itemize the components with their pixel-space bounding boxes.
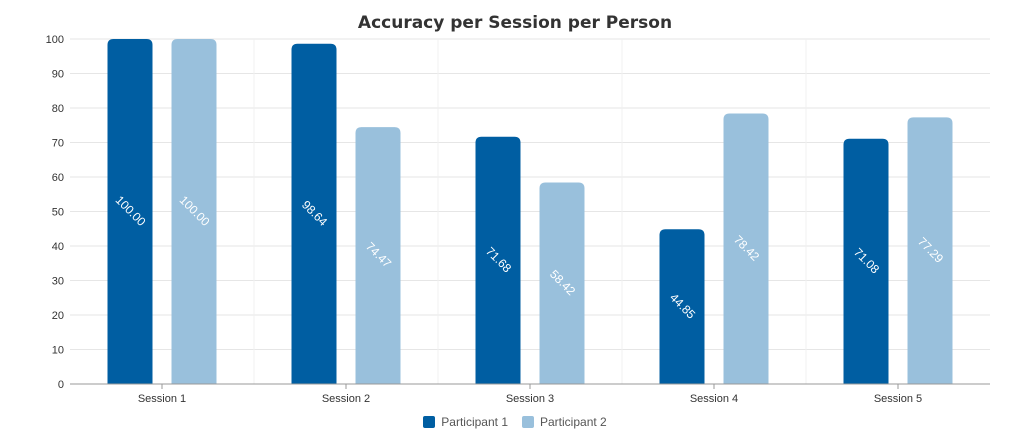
legend-label: Participant 2 [540,415,607,429]
y-tick-label: 90 [52,69,64,81]
y-tick-label: 80 [52,103,64,115]
legend-swatch [423,416,436,428]
y-tick-label: 30 [52,276,64,288]
x-axis-categories: Session 1 Session 2 Session 3 Session 4 Sess… [138,384,922,405]
y-tick-label: 50 [52,207,64,219]
bar-participant-2-session-5 [907,117,953,385]
bar-participant-2-session-3 [539,182,585,384]
legend-swatch [522,416,534,428]
y-axis-ticks: 0 10 20 30 40 50 60 70 80 90 100 [46,34,64,391]
legend-item-participant-1[interactable]: Participant 1 [423,415,508,429]
bar-participant-1-session-1 [107,39,153,384]
y-tick-label: 40 [52,241,64,253]
bar-participant-1-session-5 [843,138,889,384]
bar-participant-1-session-4 [659,229,705,384]
bar-participant-2-session-2 [355,127,401,385]
x-category-label: Session 3 [506,393,554,405]
x-category-label: Session 2 [322,393,370,405]
y-tick-label: 100 [46,34,64,46]
bars: 100.00 98.6471.6844.8571.08100.0074.4758.… [107,39,953,385]
y-tick-label: 0 [58,379,64,391]
y-tick-label: 10 [52,345,64,357]
legend: Participant 1 Participant 2 [0,415,1030,429]
legend-item-participant-2[interactable]: Participant 2 [522,415,607,429]
legend-label: Participant 1 [441,415,508,429]
bar-participant-2-session-1 [171,39,217,384]
y-tick-label: 20 [52,310,64,322]
gridlines [70,38,990,384]
x-category-label: Session 5 [874,393,922,405]
chart-title: Accuracy per Session per Person [357,13,673,33]
bar-participant-1-session-3 [475,136,521,384]
bar-participant-1-session-2 [291,43,337,384]
bar-participant-2-session-4 [723,113,769,385]
y-tick-label: 60 [52,172,64,184]
x-category-label: Session 4 [690,393,738,405]
x-category-label: Session 1 [138,393,186,405]
y-tick-label: 70 [52,138,64,150]
